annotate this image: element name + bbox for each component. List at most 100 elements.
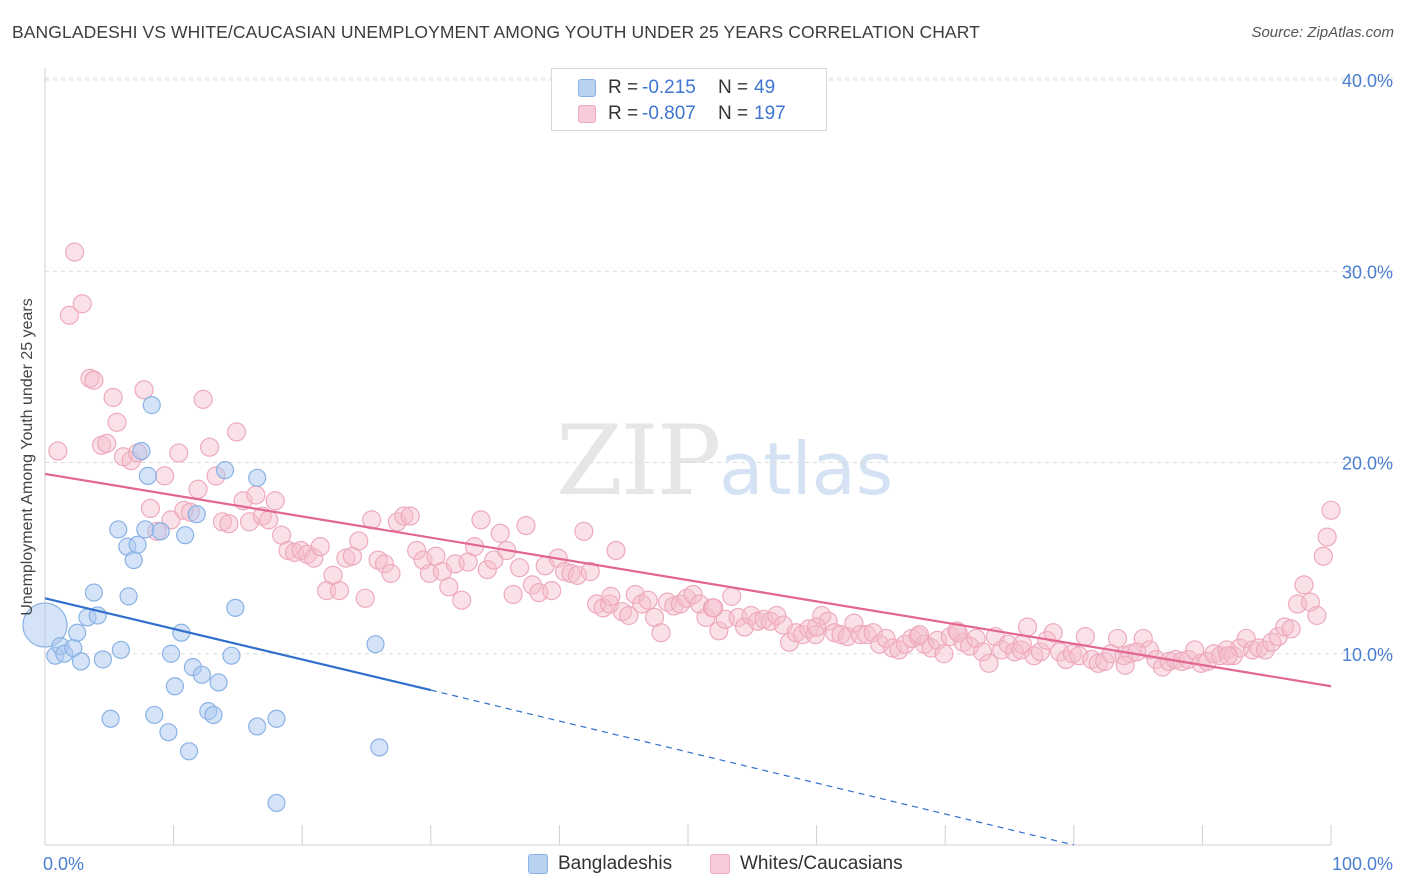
point-whites-caucasians xyxy=(477,559,497,580)
point-bangladeshis xyxy=(128,535,147,554)
bottom-legend-bangladeshis: Bangladeshis xyxy=(528,852,672,876)
point-whites-caucasians xyxy=(1321,500,1341,520)
point-whites-caucasians xyxy=(979,653,999,673)
x-tick-label: 100.0% xyxy=(1332,854,1393,874)
point-whites-caucasians xyxy=(1317,527,1337,547)
point-bangladeshis xyxy=(176,526,195,545)
point-whites-caucasians xyxy=(64,242,85,262)
bottom-legend-whites: Whites/Caucasians xyxy=(710,852,903,876)
point-whites-caucasians xyxy=(471,510,491,530)
point-bangladeshis xyxy=(161,644,181,663)
point-whites-caucasians xyxy=(619,605,639,626)
source-label: Source: ZipAtlas.com xyxy=(1251,24,1394,41)
x-tick-label: 0.0% xyxy=(43,854,84,874)
point-bangladeshis xyxy=(136,520,155,539)
point-bangladeshis xyxy=(111,640,130,660)
point-whites-caucasians xyxy=(134,380,154,400)
trend-line-bangladeshis-extrapolated xyxy=(430,689,1074,846)
point-bangladeshis xyxy=(101,709,120,728)
watermark-zip: ZIP xyxy=(556,405,721,517)
point-bangladeshis xyxy=(84,583,103,602)
chart-title: BANGLADESHI VS WHITE/CAUCASIAN UNEMPLOYM… xyxy=(12,22,980,42)
point-whites-caucasians xyxy=(876,628,896,649)
watermark-atlas: atlas xyxy=(719,427,894,511)
point-whites-caucasians xyxy=(1140,640,1160,660)
trend-line-whites-caucasians xyxy=(44,472,1332,688)
point-bangladeshis xyxy=(159,723,178,742)
point-whites-caucasians xyxy=(355,588,375,608)
point-bangladeshis xyxy=(119,587,138,606)
point-whites-caucasians xyxy=(1115,655,1135,675)
point-bangladeshis xyxy=(145,705,164,725)
point-whites-caucasians xyxy=(1069,646,1089,666)
point-whites-caucasians xyxy=(259,510,279,530)
y-tick-label: 20.0% xyxy=(1342,454,1393,474)
point-whites-caucasians xyxy=(806,617,827,637)
point-bangladeshis xyxy=(132,441,151,461)
point-whites-caucasians xyxy=(1281,619,1301,639)
point-whites-caucasians xyxy=(805,625,825,645)
point-bangladeshis xyxy=(215,461,235,480)
point-bangladeshis xyxy=(248,717,267,736)
point-whites-caucasians xyxy=(97,433,117,453)
bottom-legend-swatch-blue xyxy=(528,854,548,874)
point-whites-caucasians xyxy=(696,607,716,628)
legend-n-label: N = xyxy=(718,103,749,124)
point-whites-caucasians xyxy=(381,563,401,584)
point-whites-caucasians xyxy=(154,466,175,486)
point-whites-caucasians xyxy=(574,521,594,541)
point-whites-caucasians xyxy=(227,422,247,442)
stats-legend: R = -0.215 N = 49 R = -0.807 N = 197 xyxy=(551,68,827,131)
point-whites-caucasians xyxy=(107,412,127,432)
series-bangladeshis xyxy=(22,396,389,813)
point-whites-caucasians xyxy=(59,305,80,325)
point-whites-caucasians xyxy=(394,506,414,526)
point-whites-caucasians xyxy=(1236,628,1256,649)
point-bangladeshis xyxy=(209,673,228,692)
point-bangladeshis xyxy=(165,677,184,696)
point-whites-caucasians xyxy=(651,623,671,643)
point-bangladeshis xyxy=(93,650,112,669)
y-axis-label: Unemployment Among Youth under 25 years xyxy=(19,298,36,616)
point-whites-caucasians xyxy=(522,575,542,595)
point-bangladeshis xyxy=(109,520,128,539)
point-bangladeshis xyxy=(192,665,211,684)
point-bangladeshis xyxy=(248,468,267,487)
point-whites-caucasians xyxy=(400,506,420,526)
point-whites-caucasians xyxy=(407,540,427,561)
bottom-legend-label: Whites/Caucasians xyxy=(740,853,903,874)
point-whites-caucasians xyxy=(219,514,239,534)
legend-r-label: R = xyxy=(608,77,639,98)
point-whites-caucasians xyxy=(1218,646,1238,666)
legend-row-bangladeshis: R = -0.215 N = 49 xyxy=(578,76,775,100)
point-whites-caucasians xyxy=(439,577,459,597)
point-whites-caucasians xyxy=(709,621,729,641)
trend-lines xyxy=(44,472,1332,846)
point-whites-caucasians xyxy=(1030,642,1050,662)
legend-swatch-pink xyxy=(578,105,596,123)
point-whites-caucasians xyxy=(329,581,350,601)
point-whites-caucasians xyxy=(1307,605,1327,626)
trend-line-bangladeshis xyxy=(44,597,432,692)
watermark: ZIPatlas xyxy=(556,405,893,517)
point-whites-caucasians xyxy=(265,491,285,511)
legend-n-value: 197 xyxy=(754,103,786,124)
point-whites-caucasians xyxy=(310,537,330,557)
tick-labels: 10.0% 20.0% 30.0% 40.0% 0.0% 100.0% xyxy=(43,71,1393,874)
point-whites-caucasians xyxy=(72,294,92,314)
point-bangladeshis xyxy=(124,550,143,570)
legend-r-value: -0.807 xyxy=(642,103,696,124)
point-whites-caucasians xyxy=(767,605,787,626)
point-whites-caucasians xyxy=(818,611,838,631)
legend-r-value: -0.215 xyxy=(642,77,696,98)
point-bangladeshis xyxy=(366,635,385,654)
point-whites-caucasians xyxy=(503,584,523,605)
point-whites-caucasians xyxy=(567,565,588,585)
point-bangladeshis xyxy=(204,705,223,725)
point-whites-caucasians xyxy=(193,389,213,409)
point-whites-caucasians xyxy=(84,370,104,390)
point-bangladeshis xyxy=(142,396,161,415)
y-tick-label: 10.0% xyxy=(1342,645,1393,665)
point-whites-caucasians xyxy=(246,485,266,505)
